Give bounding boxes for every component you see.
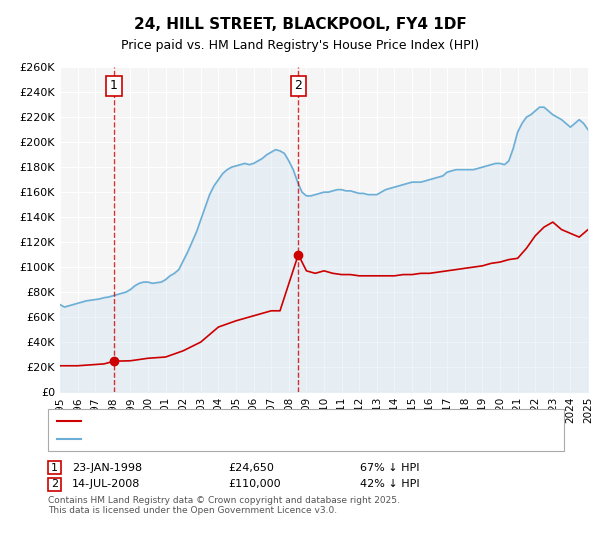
Text: 23-JAN-1998: 23-JAN-1998 [72,463,142,473]
Text: 67% ↓ HPI: 67% ↓ HPI [360,463,419,473]
Text: 24, HILL STREET, BLACKPOOL, FY4 1DF: 24, HILL STREET, BLACKPOOL, FY4 1DF [134,17,466,32]
Text: 1: 1 [51,463,58,473]
Text: Contains HM Land Registry data © Crown copyright and database right 2025.
This d: Contains HM Land Registry data © Crown c… [48,496,400,515]
Text: Price paid vs. HM Land Registry's House Price Index (HPI): Price paid vs. HM Land Registry's House … [121,39,479,52]
Text: £110,000: £110,000 [228,479,281,489]
Text: 2: 2 [295,80,302,92]
Text: £24,650: £24,650 [228,463,274,473]
Text: 42% ↓ HPI: 42% ↓ HPI [360,479,419,489]
Text: 14-JUL-2008: 14-JUL-2008 [72,479,140,489]
Text: 24, HILL STREET, BLACKPOOL, FY4 1DF (detached house): 24, HILL STREET, BLACKPOOL, FY4 1DF (det… [87,416,385,426]
Text: 1: 1 [110,80,118,92]
Text: 2: 2 [51,479,58,489]
Text: HPI: Average price, detached house, Blackpool: HPI: Average price, detached house, Blac… [87,434,331,444]
